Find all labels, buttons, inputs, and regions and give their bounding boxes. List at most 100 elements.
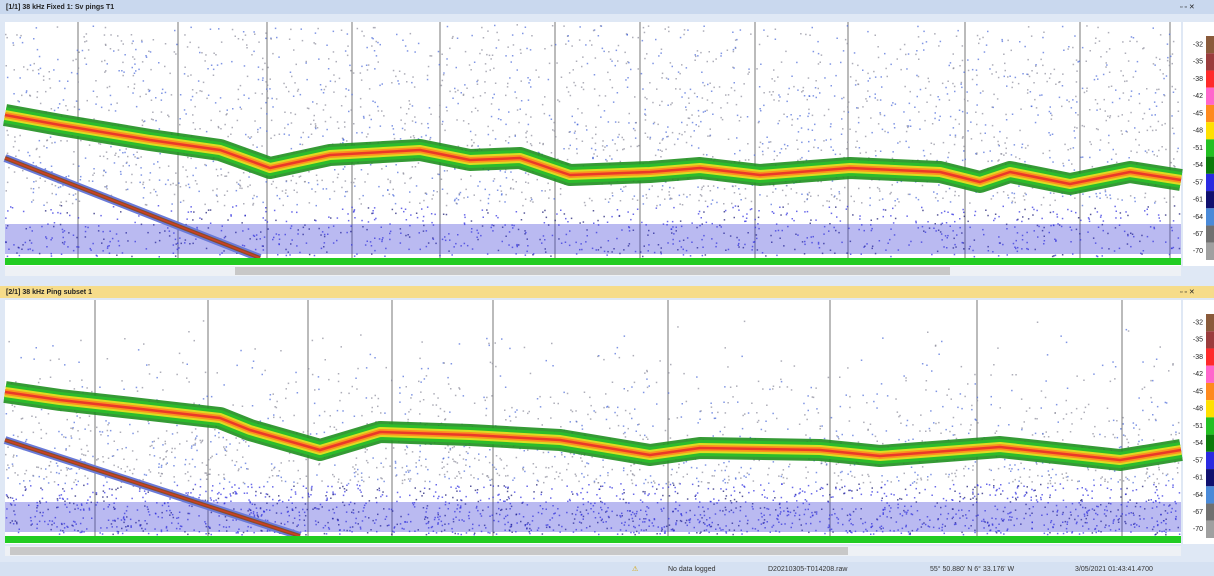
speckle xyxy=(486,253,489,255)
speckle xyxy=(727,366,729,368)
speckle xyxy=(657,149,659,151)
speckle xyxy=(290,488,293,491)
scrollbar-thumb[interactable] xyxy=(10,547,848,555)
speckle xyxy=(1109,116,1111,119)
speckle xyxy=(800,33,802,35)
speckle xyxy=(1100,214,1102,217)
speckle xyxy=(213,52,215,54)
speckle xyxy=(966,112,968,114)
speckle xyxy=(647,25,650,27)
speckle xyxy=(910,240,912,243)
speckle xyxy=(946,518,948,520)
speckle xyxy=(29,64,32,66)
speckle xyxy=(370,245,373,247)
speckle xyxy=(846,514,849,517)
speckle xyxy=(327,68,330,70)
window-title-bar[interactable] xyxy=(0,0,1214,14)
speckle xyxy=(64,241,66,243)
speckle xyxy=(84,41,86,43)
speckle xyxy=(286,195,289,197)
speckle xyxy=(706,60,708,63)
speckle xyxy=(387,189,389,191)
speckle xyxy=(600,519,603,522)
speckle xyxy=(938,98,941,101)
speckle xyxy=(839,199,841,202)
speckle xyxy=(706,205,709,208)
speckle xyxy=(353,502,356,505)
status-message: No data logged xyxy=(668,566,716,573)
speckle xyxy=(318,462,321,465)
speckle xyxy=(414,166,417,168)
speckle xyxy=(1000,493,1002,495)
speckle xyxy=(497,501,499,504)
speckle xyxy=(7,134,9,136)
speckle xyxy=(593,153,595,155)
speckle xyxy=(909,90,911,93)
speckle xyxy=(167,114,169,116)
speckle xyxy=(963,150,965,152)
speckle xyxy=(84,236,87,238)
speckle xyxy=(839,153,841,155)
speckle xyxy=(686,124,688,126)
speckle xyxy=(359,72,362,74)
speckle xyxy=(249,137,251,139)
speckle xyxy=(304,515,307,517)
speckle xyxy=(253,531,255,534)
speckle xyxy=(512,44,515,46)
speckle xyxy=(544,48,546,50)
speckle xyxy=(656,403,658,405)
speckle xyxy=(1036,224,1039,227)
speckle xyxy=(5,217,7,219)
speckle xyxy=(524,26,527,28)
speckle xyxy=(699,224,701,227)
speckle xyxy=(266,130,268,132)
speckle xyxy=(893,123,895,125)
speckle xyxy=(1089,50,1091,52)
speckle xyxy=(518,121,520,124)
speckle xyxy=(569,94,572,97)
speckle xyxy=(1050,477,1052,479)
speckle xyxy=(664,530,666,532)
speckle xyxy=(594,142,597,145)
speckle xyxy=(1035,65,1037,67)
speckle xyxy=(289,254,291,256)
speckle xyxy=(463,214,466,216)
speckle xyxy=(230,214,232,216)
speckle xyxy=(167,165,170,167)
scrollbar-thumb[interactable] xyxy=(235,267,950,275)
speckle xyxy=(870,219,872,221)
window-controls[interactable]: ▫ ▫ ✕ xyxy=(1180,289,1195,296)
speckle xyxy=(527,449,529,451)
speckle xyxy=(1015,499,1017,501)
speckle xyxy=(431,177,434,179)
speckle xyxy=(164,440,166,443)
speckle xyxy=(836,37,838,39)
speckle xyxy=(847,473,849,475)
speckle xyxy=(696,532,698,534)
window-controls[interactable]: ▫ ▫ ✕ xyxy=(1180,4,1195,11)
speckle xyxy=(874,76,877,78)
speckle xyxy=(391,82,393,84)
speckle xyxy=(290,112,292,114)
speckle xyxy=(1075,81,1078,83)
speckle xyxy=(1105,194,1107,196)
speckle xyxy=(703,211,705,213)
speckle xyxy=(1019,129,1021,132)
speckle xyxy=(1096,195,1098,198)
speckle xyxy=(236,252,238,254)
speckle xyxy=(847,101,850,103)
speckle xyxy=(261,68,264,71)
speckle xyxy=(159,152,161,155)
speckle xyxy=(53,69,55,71)
speckle xyxy=(634,137,637,139)
speckle xyxy=(1014,246,1016,248)
speckle xyxy=(860,253,862,255)
speckle xyxy=(911,482,914,484)
window-title-bar[interactable] xyxy=(0,286,1214,298)
speckle xyxy=(608,516,610,519)
speckle xyxy=(598,94,601,97)
speckle xyxy=(831,180,834,182)
speckle xyxy=(702,185,705,187)
speckle xyxy=(1083,125,1085,128)
